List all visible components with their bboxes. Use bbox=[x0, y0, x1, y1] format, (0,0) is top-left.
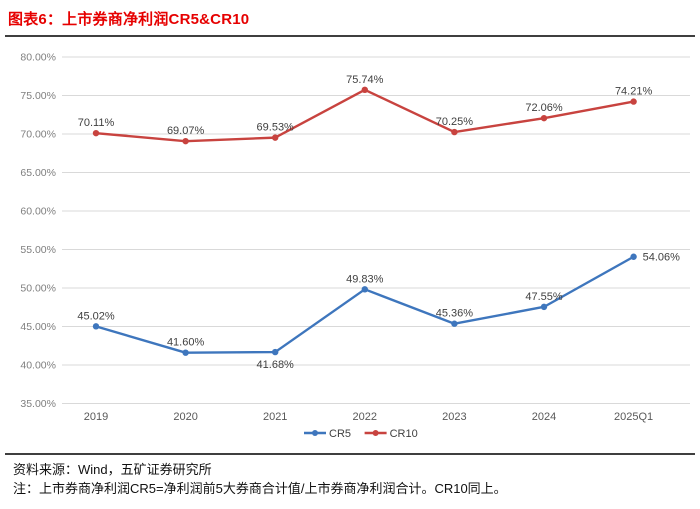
y-axis-tick-label: 65.00% bbox=[20, 167, 56, 179]
cr10-point bbox=[182, 137, 189, 145]
cr5-point bbox=[630, 253, 637, 260]
cr10-point bbox=[92, 129, 100, 137]
x-axis-tick-label: 2022 bbox=[353, 411, 377, 423]
cr10-point bbox=[451, 128, 458, 136]
legend-cr10-label: CR10 bbox=[390, 428, 418, 440]
data-label: 75.74% bbox=[346, 74, 384, 86]
y-axis-tick-label: 40.00% bbox=[20, 360, 56, 372]
x-axis-tick-label: 2021 bbox=[263, 411, 287, 423]
cr10-point bbox=[540, 114, 548, 122]
y-axis-tick-label: 60.00% bbox=[20, 206, 56, 218]
x-axis-tick-label: 2024 bbox=[532, 411, 556, 423]
x-axis-tick-label: 2019 bbox=[84, 411, 108, 423]
data-label: 45.02% bbox=[77, 310, 115, 322]
data-label: 70.11% bbox=[78, 117, 115, 129]
cr5-point bbox=[540, 303, 548, 311]
cr5-point bbox=[272, 348, 279, 356]
data-label: 47.55% bbox=[525, 291, 563, 303]
data-label: 72.06% bbox=[525, 102, 563, 114]
y-axis-tick-label: 35.00% bbox=[20, 398, 56, 410]
legend-cr5-label: CR5 bbox=[329, 428, 351, 440]
line-chart: 80.00% 75.00% 70.00% 65.00% 60.00% 55.00% 50.0… bbox=[20, 52, 690, 440]
data-label: 69.07% bbox=[167, 125, 205, 137]
y-axis-tick-label: 80.00% bbox=[20, 52, 56, 64]
legend-cr10-marker bbox=[372, 430, 379, 436]
cr5-point bbox=[451, 320, 458, 327]
y-axis-tick-label: 50.00% bbox=[20, 283, 56, 295]
footer-divider-line bbox=[5, 453, 695, 455]
cr5-point bbox=[92, 323, 100, 330]
data-label: 70.25% bbox=[436, 116, 474, 128]
data-label: 49.83% bbox=[346, 273, 384, 285]
x-axis-tick-label: 2020 bbox=[173, 411, 197, 423]
cr5-point bbox=[182, 349, 189, 356]
data-label: 41.60% bbox=[167, 337, 205, 349]
y-axis-tick-label: 70.00% bbox=[20, 129, 56, 141]
data-label: 69.53% bbox=[257, 122, 295, 134]
x-axis-tick-label: 2025Q1 bbox=[614, 411, 653, 423]
cr10-point bbox=[272, 134, 279, 141]
data-label: 41.68% bbox=[257, 359, 295, 371]
figure-note: 注：上市券商净利润CR5=净利润前5大券商合计值/上市券商净利润合计。CR10同… bbox=[13, 481, 507, 496]
source-note: 资料来源：Wind，五矿证券研究所 bbox=[13, 462, 212, 477]
data-label: 45.36% bbox=[436, 308, 474, 320]
title-divider-line bbox=[5, 35, 695, 37]
figure-title: 图表6：上市券商净利润CR5&CR10 bbox=[8, 11, 250, 28]
cr10-point bbox=[630, 98, 637, 105]
legend-cr5-marker bbox=[312, 430, 318, 436]
x-axis-tick-label: 2023 bbox=[442, 411, 466, 423]
y-axis-tick-label: 75.00% bbox=[20, 90, 56, 102]
cr10-point bbox=[361, 86, 368, 94]
y-axis-tick-label: 55.00% bbox=[20, 244, 56, 256]
data-label: 54.06% bbox=[643, 252, 681, 264]
cr5-point bbox=[361, 286, 368, 293]
data-label: 74.21% bbox=[615, 86, 653, 98]
y-axis-tick-label: 45.00% bbox=[20, 321, 56, 333]
